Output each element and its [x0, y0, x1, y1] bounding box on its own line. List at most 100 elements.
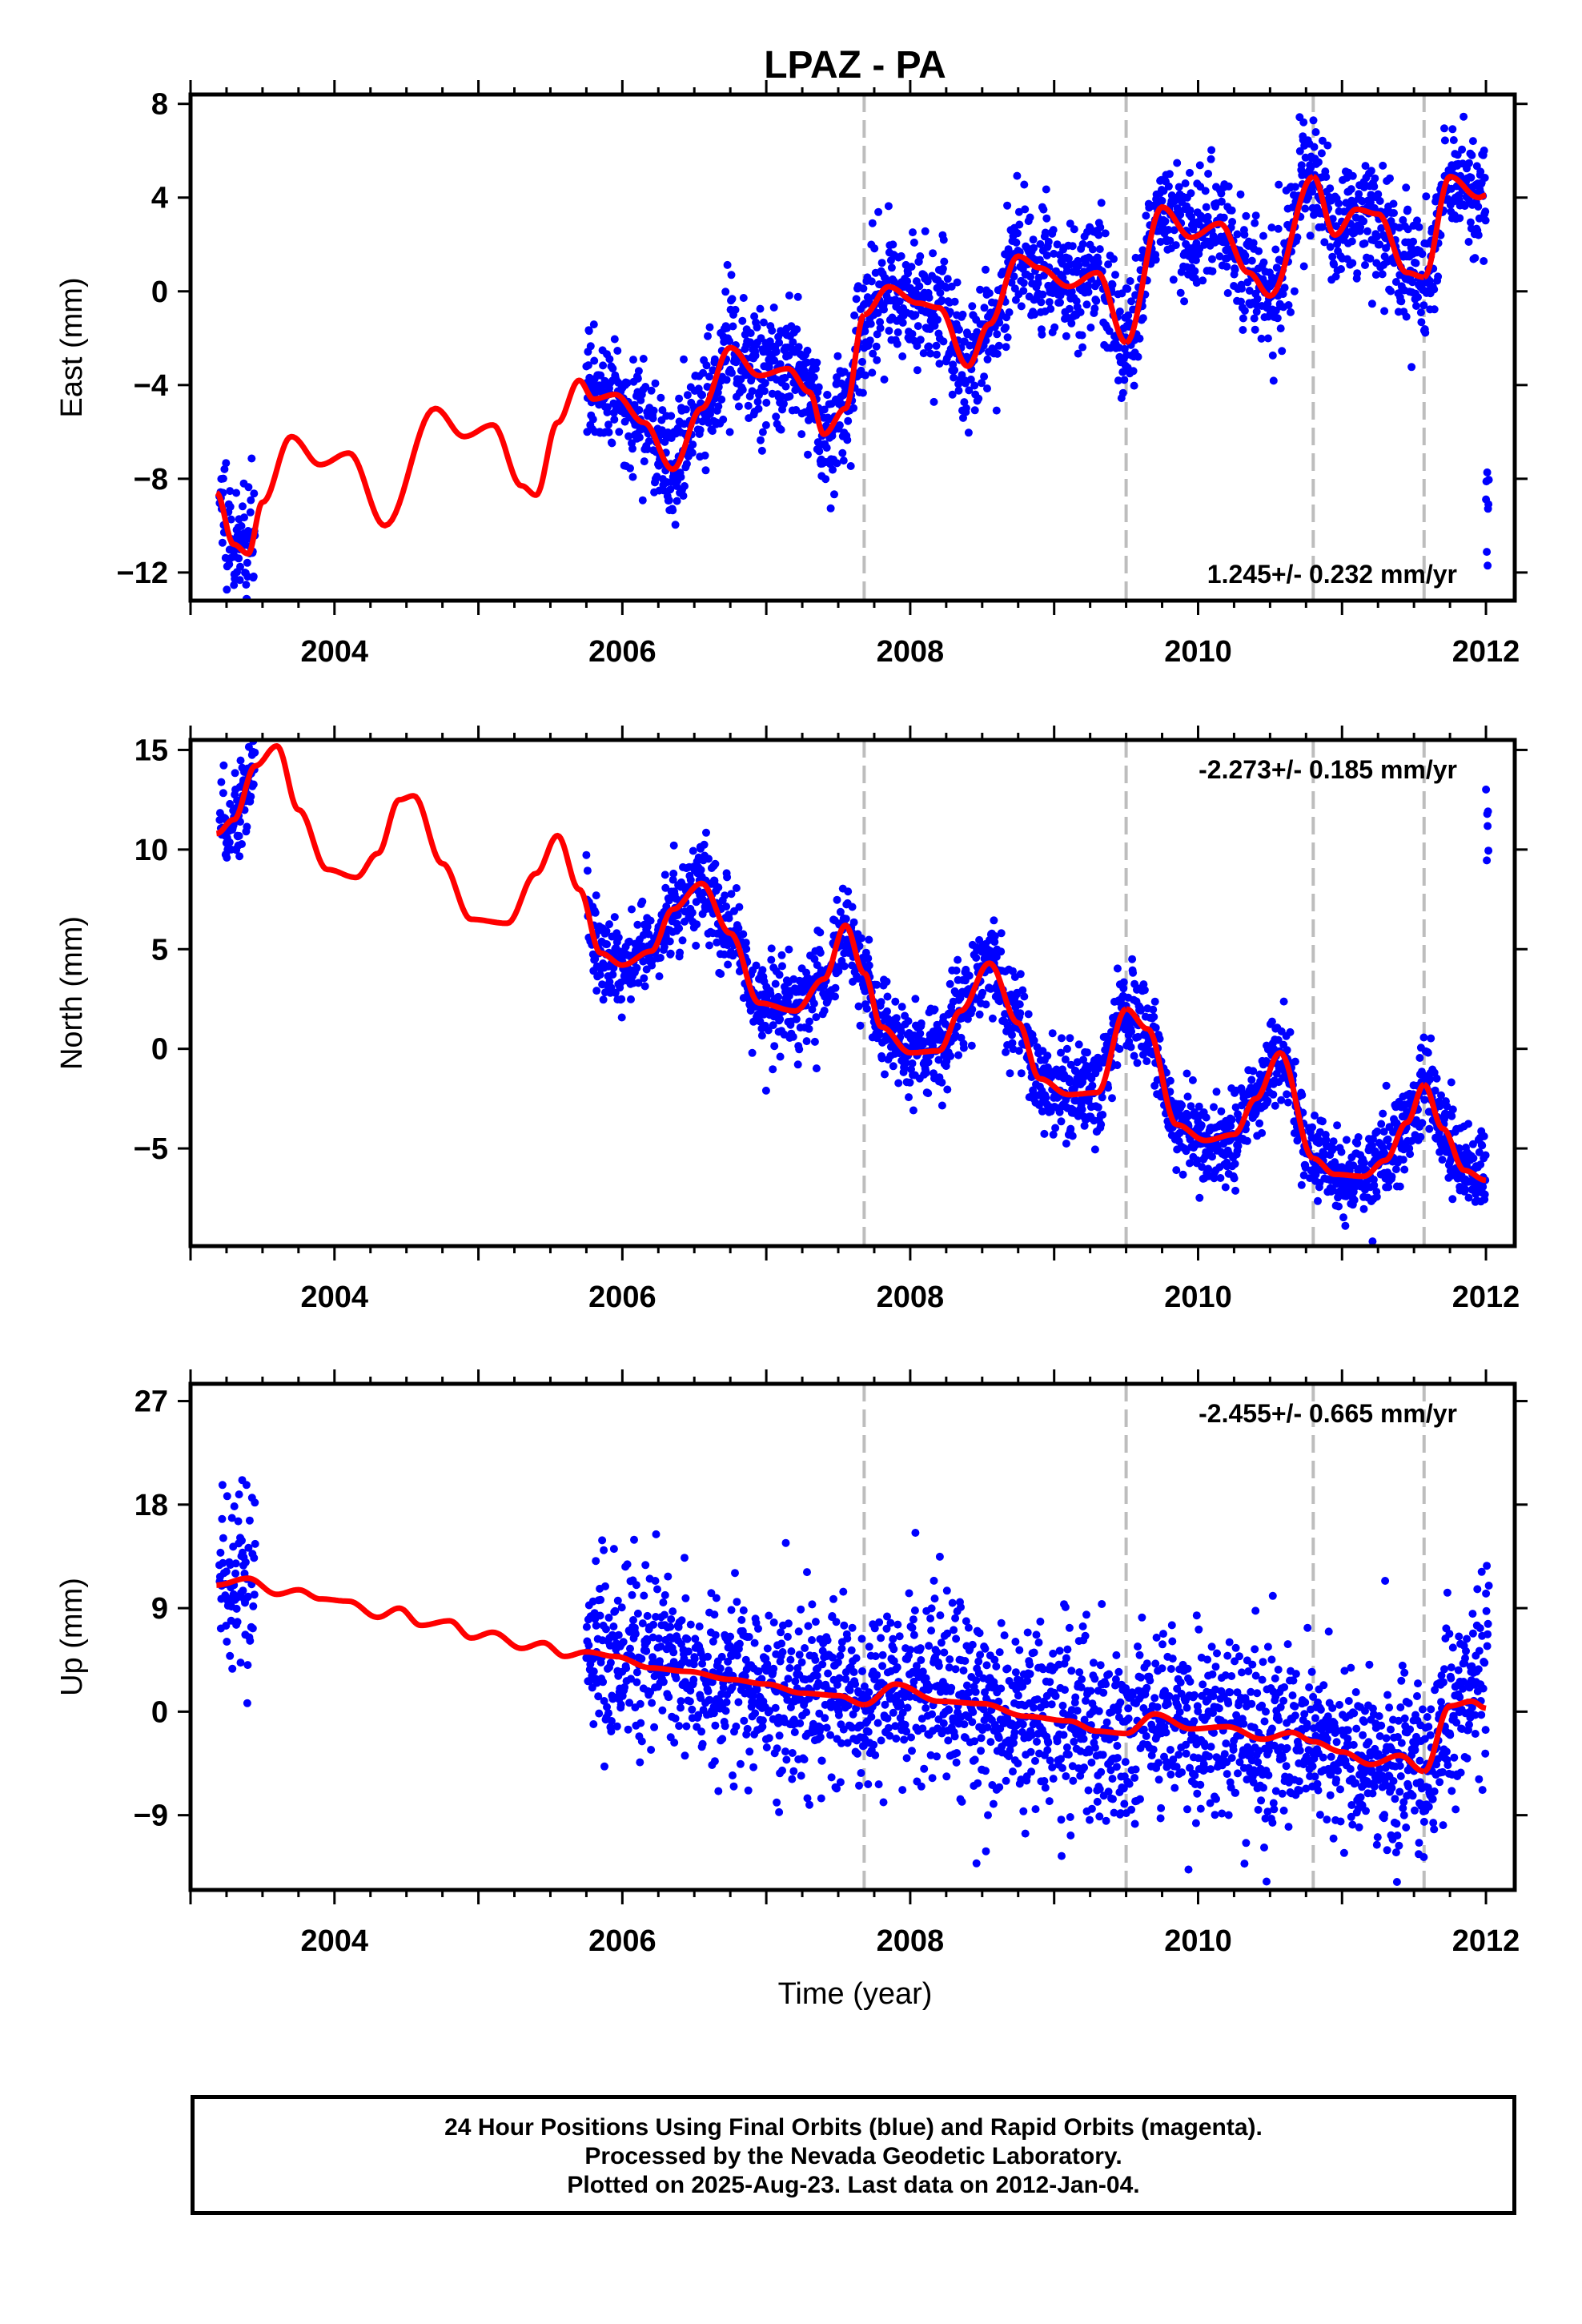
data-point [841, 915, 850, 923]
data-point [750, 312, 759, 320]
data-point [864, 954, 873, 963]
data-point [1250, 314, 1259, 323]
data-point [1078, 343, 1087, 352]
data-point [624, 1725, 632, 1734]
data-point [1098, 1111, 1107, 1119]
data-point [993, 330, 1002, 339]
data-point [938, 1101, 946, 1110]
data-point [1387, 287, 1395, 296]
data-point [1468, 1140, 1477, 1148]
data-point [792, 1015, 801, 1023]
data-point [251, 1498, 259, 1507]
data-point [661, 883, 670, 892]
data-point [982, 265, 990, 274]
data-point [223, 854, 231, 862]
data-point [1017, 1069, 1026, 1078]
data-point [1326, 184, 1335, 193]
data-point [1293, 233, 1302, 242]
data-point [1259, 258, 1268, 267]
data-point [1407, 363, 1416, 372]
data-point [1320, 238, 1329, 247]
data-point [223, 1638, 231, 1646]
data-point [1080, 1121, 1089, 1130]
data-point [873, 330, 881, 339]
data-point [1407, 1136, 1416, 1145]
data-point [596, 971, 604, 979]
data-point [1291, 1057, 1299, 1066]
data-point [1024, 1010, 1033, 1019]
data-point [1240, 231, 1249, 239]
data-point [693, 920, 701, 929]
data-point [1435, 1102, 1444, 1111]
data-point [1308, 187, 1317, 196]
data-point [1097, 199, 1106, 207]
data-point [1119, 984, 1128, 993]
data-point [976, 285, 985, 294]
data-point [1347, 237, 1356, 246]
data-point [1290, 287, 1299, 296]
data-point [1114, 376, 1122, 385]
data-point [658, 406, 667, 415]
data-point [1062, 1140, 1070, 1148]
data-point [669, 869, 678, 878]
data-point [887, 263, 896, 272]
data-point [777, 425, 785, 434]
data-point [1278, 347, 1287, 356]
data-point [772, 348, 781, 356]
data-point [738, 385, 747, 394]
data-point [624, 432, 633, 440]
data-point [940, 257, 949, 266]
data-point [1337, 1148, 1346, 1156]
rate-annotation: -2.273+/- 0.185 mm/yr [1199, 755, 1457, 784]
data-point [1126, 1043, 1135, 1051]
data-point [680, 355, 688, 364]
data-point [994, 341, 1003, 350]
data-point [1443, 195, 1452, 203]
data-point [659, 486, 668, 495]
data-point [1113, 964, 1122, 973]
data-point [713, 938, 721, 947]
data-point [870, 244, 879, 253]
data-point [1238, 284, 1246, 293]
data-point [815, 447, 824, 456]
data-point [1269, 376, 1278, 385]
data-point [638, 897, 647, 906]
data-point [1188, 1076, 1197, 1084]
data-point [1249, 1067, 1258, 1076]
data-point [1195, 161, 1204, 170]
data-point [1016, 1009, 1025, 1018]
data-point [769, 1021, 777, 1030]
data-point [625, 1699, 634, 1707]
data-point [1420, 1096, 1429, 1104]
data-point [1050, 249, 1058, 258]
data-point [1314, 158, 1323, 167]
data-point [1373, 1127, 1382, 1136]
data-point [247, 454, 256, 463]
data-point [626, 464, 634, 472]
data-point [1430, 305, 1439, 314]
data-point [965, 971, 974, 980]
data-point [689, 846, 697, 855]
data-point [1101, 229, 1110, 238]
data-point [1030, 1036, 1038, 1045]
data-point [775, 971, 784, 979]
data-point [1361, 162, 1370, 171]
data-point [1015, 1000, 1024, 1009]
data-point [1412, 302, 1420, 310]
data-point [1423, 1048, 1432, 1057]
data-point [1172, 1166, 1181, 1175]
data-point [757, 436, 765, 444]
data-point [719, 415, 728, 424]
data-point [1042, 185, 1050, 194]
data-point [1016, 970, 1025, 979]
data-point [953, 278, 962, 287]
data-point [1186, 206, 1195, 215]
data-point [905, 1093, 913, 1102]
data-point [605, 355, 614, 364]
data-point [739, 930, 748, 939]
data-point [761, 379, 769, 388]
data-point [1253, 295, 1262, 304]
data-point [752, 961, 761, 970]
